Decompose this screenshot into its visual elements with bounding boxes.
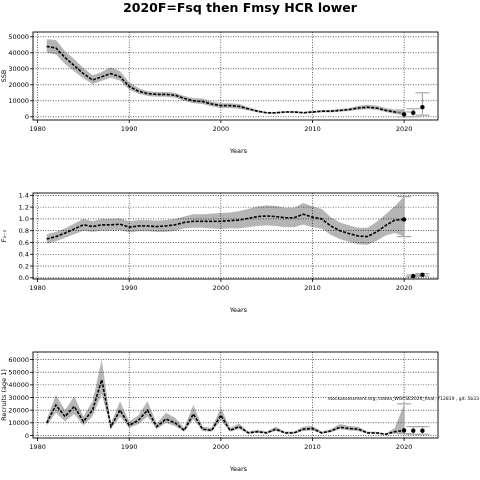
estimate-line [46,213,405,240]
y-tick-label: 10000 [8,97,29,105]
forecast-point [401,112,407,117]
x-tick-label: 2000 [213,125,230,133]
y-tick-label: 1.2 [19,203,29,211]
y-tick-label: 0.2 [19,262,29,270]
panel-3: 1980 1990 2000 2010 2020 0 10000 20000 30000 4000… [0,351,439,473]
y-tick-label: 0.4 [19,251,29,259]
y-tick-label: 20000 [8,406,29,414]
y-tick-label: 1.4 [19,192,29,200]
panels: 1980 1990 2000 2010 202001000020000300004000… [0,31,439,473]
y-tick-label: 10000 [8,419,29,427]
forecast-point [420,428,425,433]
forecast-point [411,110,416,116]
x-tick-label: 1980 [29,443,46,451]
figure-title: 2020F=Fsq then Fmsy HCR lower [123,0,358,15]
forecast-point [411,273,416,279]
y-tick-label: 0.6 [19,239,29,247]
plot-frame [32,192,439,280]
y-axis-label: F₃₋₅ [0,229,8,242]
y-tick-label: 30000 [8,394,29,402]
plot-frame [32,351,439,439]
y-tick-label: 60000 [8,356,29,364]
x-axis-label: Years [229,147,248,155]
y-tick-label: 0 [25,432,29,440]
y-tick-label: 30000 [8,65,29,73]
estimate-line [46,45,405,114]
estimate-line [46,379,405,436]
forecast-point [401,217,407,222]
x-tick-label: 2010 [304,125,321,133]
forecast-point [420,105,425,110]
x-tick-label: 2020 [396,284,413,292]
y-tick-label: 50000 [8,369,29,377]
confidence-band [46,359,405,435]
y-tick-label: 0 [25,113,29,121]
x-axis-label: Years [229,465,248,473]
forecast-point [411,428,416,433]
source-annotation: stockassessment.org, codea_WGCSE2020_fin… [328,396,479,402]
x-tick-label: 2000 [213,284,230,292]
panel-2: 1980 1990 2000 2010 2020 0.0 0.2 0.4 0.6 0.8 1.0 1.… [0,192,439,314]
y-axis-label: SSB [0,70,8,83]
plot-frame [32,31,439,121]
x-tick-label: 1980 [29,284,46,292]
y-tick-label: 40000 [8,49,29,57]
y-tick-label: 20000 [8,81,29,89]
y-tick-label: 50000 [8,33,29,41]
x-tick-label: 1990 [121,443,138,451]
forecast-point [401,428,407,433]
y-tick-label: 40000 [8,381,29,389]
x-tick-label: 2000 [213,443,230,451]
x-tick-label: 1990 [121,125,138,133]
y-tick-label: 0.8 [19,227,29,235]
x-tick-label: 2020 [396,125,413,133]
panel-1: 1980 1990 2000 2010 2020 0 10000 20000 30000 4000… [0,31,439,155]
x-tick-label: 1990 [121,284,138,292]
x-tick-label: 2010 [304,443,321,451]
x-tick-label: 1980 [29,125,46,133]
x-tick-label: 2020 [396,443,413,451]
x-axis-label: Years [229,306,248,314]
x-tick-label: 2010 [304,284,321,292]
forecast-point [420,272,425,278]
y-tick-label: 0.0 [19,274,29,282]
y-tick-label: 1.0 [19,215,29,223]
y-axis-label: Recruits (age 1) [0,369,8,421]
